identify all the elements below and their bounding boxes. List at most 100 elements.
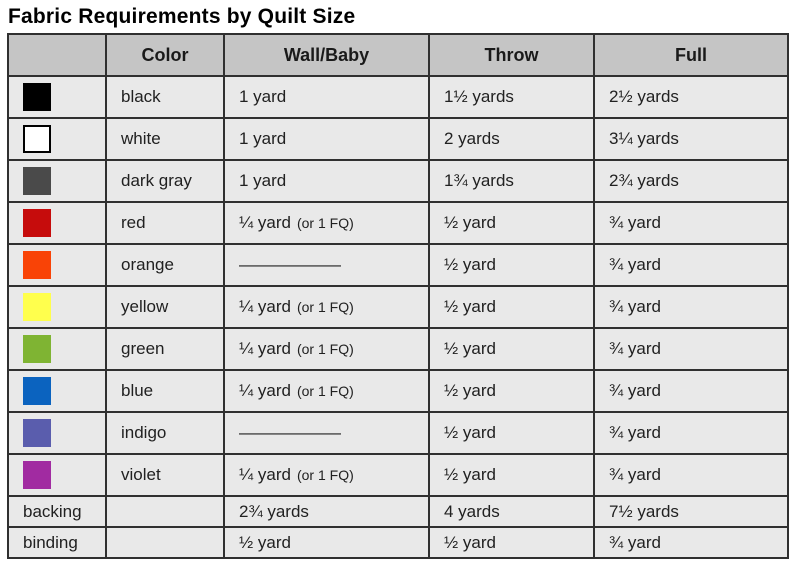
wall-baby-cell: ¼ yard (or 1 FQ) — [223, 327, 430, 371]
full-cell: 7½ yards — [593, 495, 789, 528]
full-value: ¾ yard — [609, 423, 661, 442]
throw-value: ½ yard — [444, 423, 496, 442]
throw-cell: ½ yard — [428, 285, 595, 329]
full-value: 2¾ yards — [609, 171, 679, 190]
throw-value: ½ yard — [444, 255, 496, 274]
indigo-color-swatch — [23, 419, 51, 447]
full-cell: ¾ yard — [593, 411, 789, 455]
full-value: ¾ yard — [609, 213, 661, 232]
table-row-green: green ¼ yard (or 1 FQ) ½ yard ¾ yard — [7, 327, 789, 371]
throw-cell: ½ yard — [428, 369, 595, 413]
wall-baby-cell: 2¾ yards — [223, 495, 430, 528]
color-name: yellow — [121, 297, 169, 316]
color-name-cell — [105, 495, 225, 528]
wall-baby-value: —————— — [239, 423, 341, 442]
color-name: white — [121, 129, 161, 148]
color-name-cell: green — [105, 327, 225, 371]
color-name-cell: indigo — [105, 411, 225, 455]
page-title: Fabric Requirements by Quilt Size — [8, 5, 356, 28]
table-row-red: red ¼ yard (or 1 FQ) ½ yard ¾ yard — [7, 201, 789, 245]
throw-cell: ½ yard — [428, 243, 595, 287]
full-value: ¾ yard — [609, 465, 661, 484]
full-cell: 2½ yards — [593, 75, 789, 119]
table-row-binding: binding ½ yard ½ yard ¾ yard — [7, 526, 789, 559]
dark-gray-color-swatch — [23, 167, 51, 195]
throw-cell: 4 yards — [428, 495, 595, 528]
full-cell: ¾ yard — [593, 201, 789, 245]
color-name-cell — [105, 526, 225, 559]
color-name: red — [121, 213, 146, 232]
column-header-full: Full — [593, 33, 789, 77]
wall-baby-cell: 1 yard — [223, 159, 430, 203]
full-cell: ¾ yard — [593, 453, 789, 497]
color-name: violet — [121, 465, 161, 484]
color-name: black — [121, 87, 161, 106]
blue-color-swatch — [23, 377, 51, 405]
full-value: ¾ yard — [609, 255, 661, 274]
wall-baby-cell: ¼ yard (or 1 FQ) — [223, 201, 430, 245]
wall-baby-note: (or 1 FQ) — [296, 383, 354, 399]
swatch-cell — [7, 75, 107, 119]
wall-baby-cell: 1 yard — [223, 75, 430, 119]
throw-cell: ½ yard — [428, 327, 595, 371]
table-row-dark-gray: dark gray 1 yard 1¾ yards 2¾ yards — [7, 159, 789, 203]
wall-baby-value: 2¾ yards — [239, 501, 309, 521]
wall-baby-value: ¼ yard — [239, 465, 291, 484]
fabric-requirements-table: Color Wall/Baby Throw Full black 1 yard … — [7, 33, 789, 559]
column-header-wall-baby: Wall/Baby — [223, 33, 430, 77]
green-color-swatch — [23, 335, 51, 363]
wall-baby-value: ½ yard — [239, 532, 291, 552]
orange-color-swatch — [23, 251, 51, 279]
full-cell: ¾ yard — [593, 285, 789, 329]
throw-cell: 1¾ yards — [428, 159, 595, 203]
throw-cell: ½ yard — [428, 453, 595, 497]
header-row: Color Wall/Baby Throw Full — [7, 33, 789, 77]
color-name-cell: black — [105, 75, 225, 119]
throw-cell: ½ yard — [428, 526, 595, 559]
color-name-cell: orange — [105, 243, 225, 287]
wall-baby-value: 1 yard — [239, 87, 287, 106]
wall-baby-cell: ½ yard — [223, 526, 430, 559]
wall-baby-note: (or 1 FQ) — [296, 467, 354, 483]
swatch-cell — [7, 201, 107, 245]
full-cell: ¾ yard — [593, 243, 789, 287]
throw-value: ½ yard — [444, 213, 496, 232]
throw-value: ½ yard — [444, 339, 496, 358]
swatch-cell — [7, 159, 107, 203]
wall-baby-cell: ¼ yard (or 1 FQ) — [223, 453, 430, 497]
color-name-cell: violet — [105, 453, 225, 497]
throw-value: ½ yard — [444, 465, 496, 484]
color-name: orange — [121, 255, 174, 274]
wall-baby-note: (or 1 FQ) — [296, 341, 354, 357]
wall-baby-cell: 1 yard — [223, 117, 430, 161]
yellow-color-swatch — [23, 293, 51, 321]
color-name: dark gray — [121, 171, 192, 190]
wall-baby-value: ¼ yard — [239, 213, 291, 232]
full-cell: 3¼ yards — [593, 117, 789, 161]
full-value: 3¼ yards — [609, 129, 679, 148]
wall-baby-value: ¼ yard — [239, 339, 291, 358]
full-value: ¾ yard — [609, 381, 661, 400]
throw-cell: 2 yards — [428, 117, 595, 161]
table-row-yellow: yellow ¼ yard (or 1 FQ) ½ yard ¾ yard — [7, 285, 789, 329]
full-value: 2½ yards — [609, 87, 679, 106]
color-name: green — [121, 339, 165, 358]
column-header-color: Color — [105, 33, 225, 77]
throw-cell: 1½ yards — [428, 75, 595, 119]
black-color-swatch — [23, 83, 51, 111]
full-value: ¾ yard — [609, 297, 661, 316]
white-color-swatch — [23, 125, 51, 153]
color-name-cell: blue — [105, 369, 225, 413]
wall-baby-value: ¼ yard — [239, 381, 291, 400]
full-cell: ¾ yard — [593, 327, 789, 371]
throw-value: ½ yard — [444, 532, 496, 552]
table-row-indigo: indigo —————— ½ yard ¾ yard — [7, 411, 789, 455]
full-cell: ¾ yard — [593, 369, 789, 413]
color-name-cell: white — [105, 117, 225, 161]
throw-value: 4 yards — [444, 501, 500, 521]
swatch-cell — [7, 285, 107, 329]
wall-baby-cell: —————— — [223, 243, 430, 287]
row-label-cell: binding — [7, 526, 107, 559]
color-name: blue — [121, 381, 154, 400]
